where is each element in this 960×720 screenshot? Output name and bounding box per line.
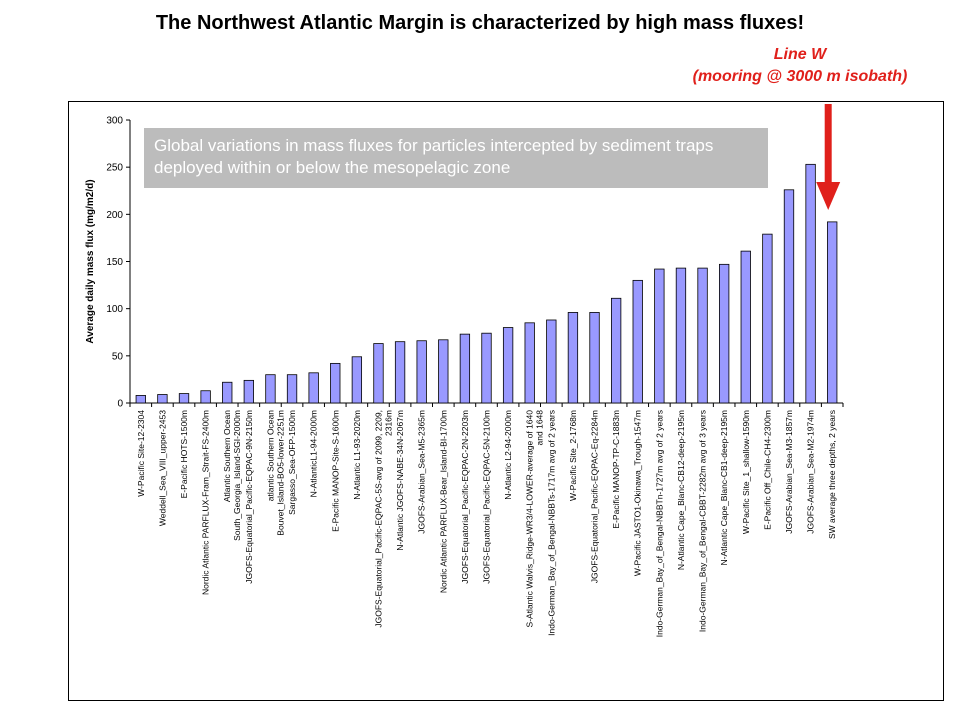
bar bbox=[697, 267, 708, 404]
x-category-label: N-Atlantic Cape_Blanc-CB1-deep-2195m bbox=[719, 410, 729, 565]
bar bbox=[502, 327, 514, 404]
x-category-label: Indo-German_Bay_of_Bengal-NBBTn-1727m av… bbox=[654, 410, 664, 637]
x-category-label: N-Atlantic L2-94-2000m bbox=[503, 410, 513, 500]
bar bbox=[222, 381, 233, 404]
line-w-label: Line W bbox=[773, 46, 827, 63]
y-axis-label: Average daily mass flux (mg/m2/d) bbox=[85, 179, 96, 343]
bar bbox=[762, 233, 773, 404]
bar bbox=[805, 163, 816, 404]
x-category-label: Sargasso_Sea-OFP-1500m bbox=[287, 410, 297, 515]
x-category-label: E-Pacific Off_Chile-CH4-2300m bbox=[762, 410, 772, 530]
bar bbox=[546, 319, 557, 404]
x-category-label: N-Atlantic JGOFS-NABE-34N-2067m bbox=[395, 410, 405, 551]
bar bbox=[438, 339, 449, 404]
slide-title: The Northwest Atlantic Margin is charact… bbox=[155, 12, 805, 34]
x-category-label: JGOFS-Arabian_Sea-M2-1974m bbox=[806, 410, 816, 534]
x-category-label: W-Pacific JASTO1-Okinawa_Trough-1547m bbox=[633, 410, 643, 576]
bar bbox=[286, 374, 298, 404]
bar bbox=[740, 250, 751, 404]
bar bbox=[589, 312, 600, 404]
bar bbox=[610, 297, 622, 404]
x-category-label: Weddell_Sea_VIII_upper-2453 bbox=[157, 410, 167, 526]
y-tick-label: 200 bbox=[106, 210, 123, 221]
x-category-label: JGOFS-Arabian_Sea-M5-2365m bbox=[417, 410, 427, 534]
bar bbox=[459, 333, 471, 404]
x-category-label: W-Pacific Site_1_shallow-1590m bbox=[741, 410, 751, 534]
x-category-label: JGOFS-Arabian_Sea-M3-1857m bbox=[784, 410, 794, 534]
bar bbox=[394, 341, 406, 404]
bar bbox=[827, 221, 838, 404]
y-tick-label: 150 bbox=[106, 257, 123, 268]
x-category-label: Nordic Atlantic PARFLUX-Fram_Strait-FS-2… bbox=[201, 410, 211, 595]
bar bbox=[351, 356, 363, 404]
bar bbox=[178, 393, 190, 404]
x-category-label: S-Atlantic Walvis_Ridge-WR3/4-LOWER-aver… bbox=[525, 410, 545, 628]
x-category-label: Atlantic Southern OceanSouth_Georgia_Isl… bbox=[222, 410, 242, 541]
x-category-label: JGOFS-Equatorial_Pacific-EQPAC-Eq-2284m bbox=[590, 410, 600, 583]
y-tick-label: 250 bbox=[106, 163, 123, 174]
bar bbox=[567, 312, 579, 404]
x-category-label: N-AtlanticL1-94-2000m bbox=[309, 410, 319, 497]
bar bbox=[308, 372, 319, 404]
x-category-label: E-Pacific MANOP-TP-C-1883m bbox=[611, 410, 621, 529]
x-category-label: N-Atlantic L1-93-2020m bbox=[352, 410, 362, 500]
line-w-annotation: Line W (mooring @ 3000 m isobath) bbox=[650, 44, 950, 88]
bar bbox=[135, 395, 146, 404]
y-tick-label: 0 bbox=[117, 399, 123, 410]
x-category-label: E-Pacific HOTS-1500m bbox=[179, 410, 189, 498]
bar bbox=[416, 340, 427, 404]
bar bbox=[330, 362, 341, 404]
x-category-label: W-Pacific Site_2-1768m bbox=[568, 410, 578, 501]
bar bbox=[157, 394, 168, 404]
chart-frame bbox=[68, 101, 944, 701]
bar bbox=[481, 332, 492, 404]
callout-box: Global variations in mass fluxes for par… bbox=[144, 128, 768, 188]
x-category-label: JGOFS-Equatorial_Pacific-EQPAC-5S-avg of… bbox=[373, 410, 393, 628]
bar bbox=[675, 267, 687, 404]
x-category-label: JGOFS-Equatorial_Pacific-EQPAC-2N-2203m bbox=[460, 410, 470, 584]
x-category-label: JGOFS-Equatorial_Pacific-EQPAC-5N-2100m bbox=[482, 410, 492, 584]
x-category-label: SW average three depths, 2 years bbox=[827, 410, 837, 539]
y-tick-label: 50 bbox=[112, 351, 124, 362]
bar bbox=[243, 379, 254, 404]
bar bbox=[265, 374, 276, 404]
bar bbox=[373, 343, 384, 404]
x-category-label: Indo-German_Bay_of_Bengal-NBBTs-1717m av… bbox=[546, 410, 556, 636]
x-category-label: Indo-German_Bay_of_Bengal-CBBT-2282m avg… bbox=[698, 410, 708, 632]
x-category-label: atlantic Southern OceanBouvet_Island-BO5… bbox=[265, 410, 285, 536]
bar bbox=[632, 279, 643, 404]
x-category-label: N-Atlantic Cape_Blanc-CB12-deep-2195m bbox=[676, 410, 686, 570]
x-category-label: JGOFS-Equatorial_Pacific-EQPAC-9N-2150m bbox=[244, 410, 254, 584]
y-tick-label: 100 bbox=[106, 304, 123, 315]
bar bbox=[654, 268, 665, 404]
line-w-arrow-head bbox=[816, 182, 841, 210]
bar bbox=[783, 189, 795, 404]
x-category-label: Nordic Atlantic PARFLUX-Bear_Island-BI-1… bbox=[438, 410, 448, 593]
bar bbox=[524, 322, 535, 404]
x-category-label: W-Pacific Site-12-2304 bbox=[136, 410, 146, 497]
bar bbox=[200, 390, 211, 404]
x-category-label: E-Pacific MANOP-Site-S-1600m bbox=[330, 410, 340, 532]
bar bbox=[719, 263, 730, 404]
mooring-label: (mooring @ 3000 m isobath) bbox=[692, 68, 908, 85]
y-tick-label: 300 bbox=[106, 116, 123, 127]
